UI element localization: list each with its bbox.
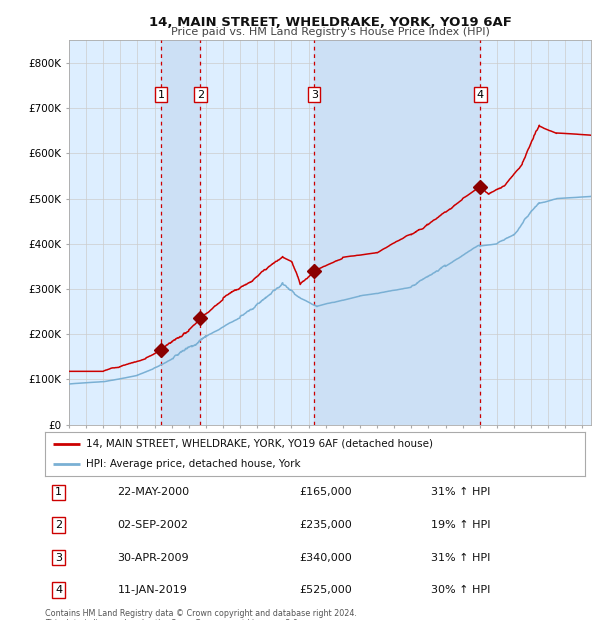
Text: Contains HM Land Registry data © Crown copyright and database right 2024.
This d: Contains HM Land Registry data © Crown c… xyxy=(45,609,357,620)
Text: £340,000: £340,000 xyxy=(299,552,352,562)
Text: £235,000: £235,000 xyxy=(299,520,352,530)
Text: HPI: Average price, detached house, York: HPI: Average price, detached house, York xyxy=(86,459,300,469)
Text: 1: 1 xyxy=(55,487,62,497)
Text: 14, MAIN STREET, WHELDRAKE, YORK, YO19 6AF: 14, MAIN STREET, WHELDRAKE, YORK, YO19 6… xyxy=(149,16,511,29)
Text: 2: 2 xyxy=(55,520,62,530)
Text: Price paid vs. HM Land Registry's House Price Index (HPI): Price paid vs. HM Land Registry's House … xyxy=(170,27,490,37)
Text: 19% ↑ HPI: 19% ↑ HPI xyxy=(431,520,491,530)
Text: 11-JAN-2019: 11-JAN-2019 xyxy=(118,585,188,595)
Text: 2: 2 xyxy=(197,89,204,100)
Text: 30% ↑ HPI: 30% ↑ HPI xyxy=(431,585,490,595)
Text: 02-SEP-2002: 02-SEP-2002 xyxy=(118,520,188,530)
Text: 3: 3 xyxy=(55,552,62,562)
Text: £525,000: £525,000 xyxy=(299,585,352,595)
Text: 4: 4 xyxy=(55,585,62,595)
Text: 14, MAIN STREET, WHELDRAKE, YORK, YO19 6AF (detached house): 14, MAIN STREET, WHELDRAKE, YORK, YO19 6… xyxy=(86,438,433,449)
Text: 1: 1 xyxy=(158,89,165,100)
Text: 4: 4 xyxy=(477,89,484,100)
Bar xyxy=(161,40,200,425)
Text: 31% ↑ HPI: 31% ↑ HPI xyxy=(431,552,490,562)
Text: 22-MAY-2000: 22-MAY-2000 xyxy=(117,487,189,497)
Text: 31% ↑ HPI: 31% ↑ HPI xyxy=(431,487,490,497)
Text: £165,000: £165,000 xyxy=(299,487,352,497)
Text: 3: 3 xyxy=(311,89,318,100)
Text: 30-APR-2009: 30-APR-2009 xyxy=(117,552,189,562)
Bar xyxy=(314,40,481,425)
